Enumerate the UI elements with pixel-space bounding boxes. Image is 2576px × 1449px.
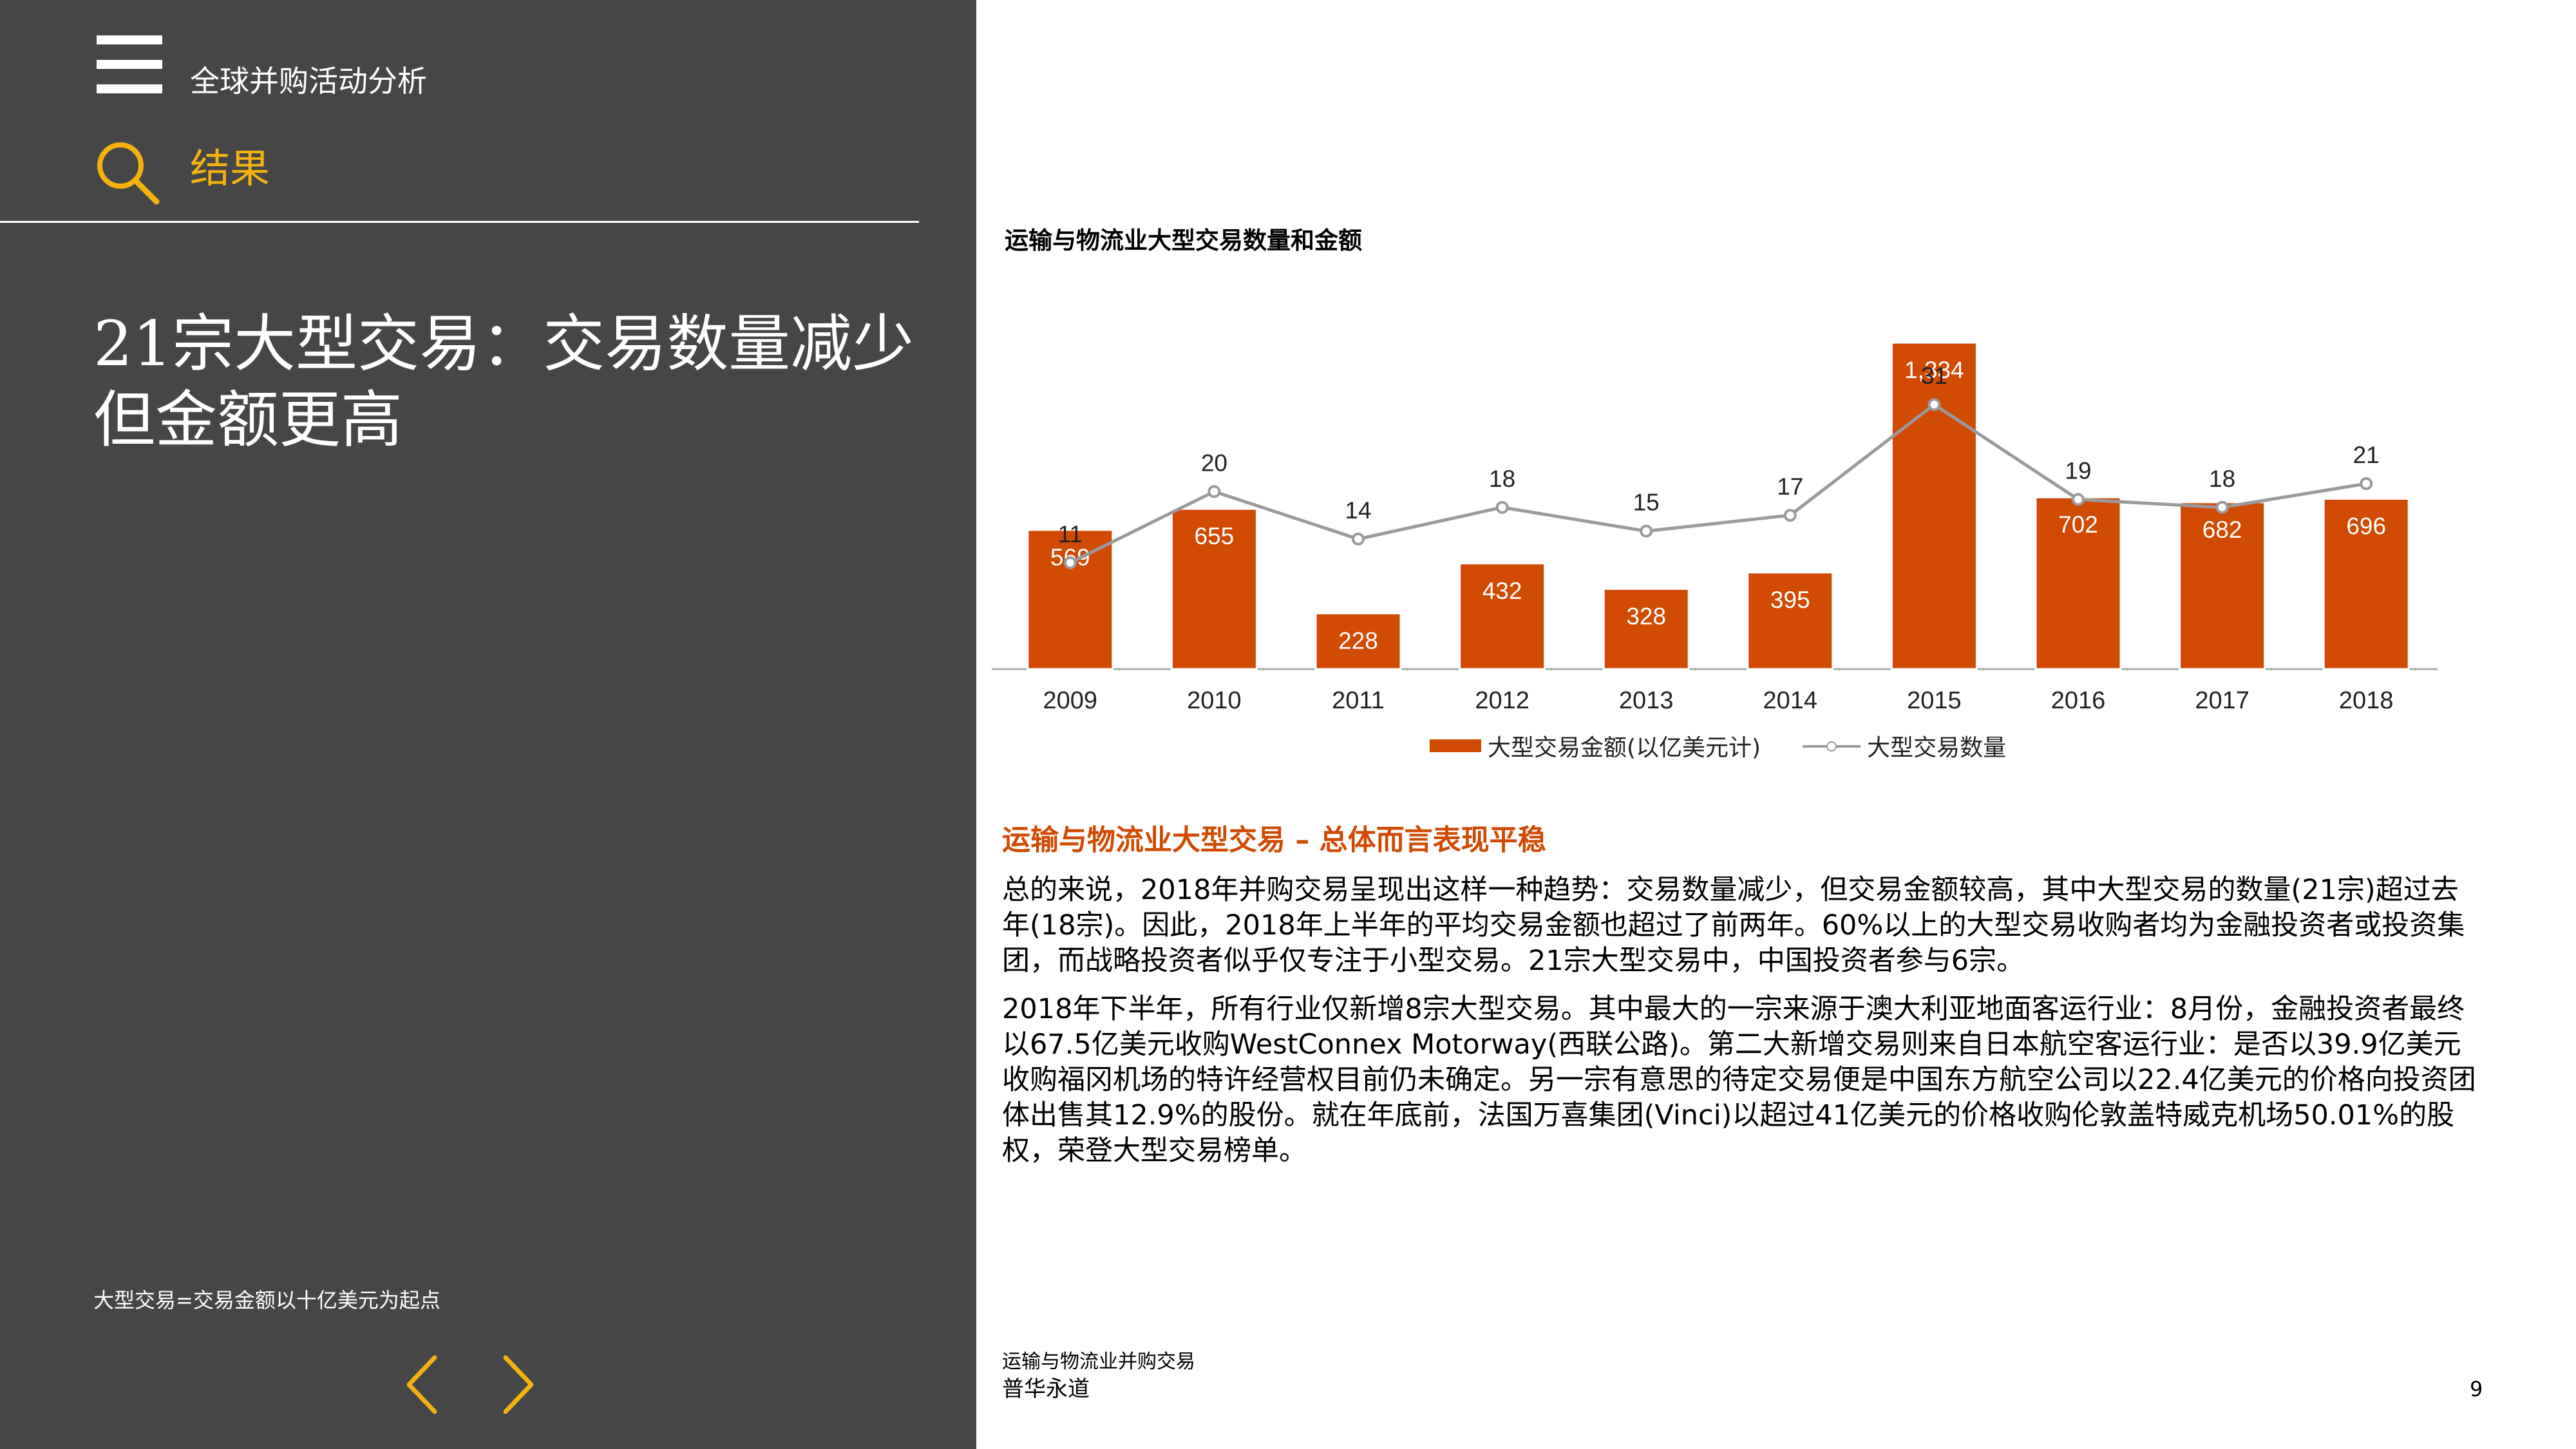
bar-value-label: 432 [1482,578,1522,604]
footer-doc-title: 运输与物流业并购交易 [1002,1350,1195,1373]
x-tick-label: 2018 [2339,687,2394,714]
bar-value-label: 702 [2058,511,2098,538]
sidebar-panel: 全球并购活动分析 结果 21宗大型交易：交易数量减少但金额更高 大型交易=交易金… [0,0,976,1449]
count-point [1063,556,1077,569]
legend-line-swatch [1803,739,1861,752]
x-tick-label: 2017 [2195,687,2249,714]
bar-value-label: 1,334 [1904,357,1964,383]
x-tick-label: 2013 [1619,687,1674,714]
count-point [1352,533,1365,545]
bar-value-label: 395 [1770,587,1810,613]
count-point [1640,524,1653,538]
count-label: 18 [2209,466,2235,492]
count-point [1495,500,1509,514]
body-paragraph: 2018年下半年，所有行业仅新增8宗大型交易。其中最大的一宗来源于澳大利亚地面客… [1002,993,2476,1167]
footnote: 大型交易=交易金额以十亿美元为起点 [93,1288,440,1312]
chart-legend: 大型交易金额(以亿美元计) 大型交易数量 [1430,730,2006,762]
count-label: 17 [1777,473,1803,500]
chart-bar [1747,571,1834,670]
section-subheading: 运输与物流业大型交易 – 总体而言表现平稳 [1002,824,1546,857]
count-label: 31 [1921,363,1947,389]
x-tick-label: 2016 [2051,687,2106,714]
count-label: 19 [2065,458,2091,484]
section-label: 结果 [190,145,270,192]
count-label: 11 [1058,521,1083,547]
bar-value-label: 228 [1338,627,1378,654]
hamburger-menu-icon[interactable] [97,35,162,93]
chart-bar [1170,507,1258,670]
count-point [2360,477,2373,490]
count-point [1208,485,1221,498]
x-tick-label: 2010 [1187,687,1242,714]
page-headline: 21宗大型交易：交易数量减少但金额更高 [93,308,914,456]
search-icon[interactable] [93,138,161,206]
bar-value-label: 655 [1195,523,1235,549]
legend-value-label: 大型交易金额(以亿美元计) [1488,735,1761,761]
count-point [1927,398,1941,412]
count-label: 18 [1489,466,1515,492]
count-point [2072,493,2085,506]
count-line [1069,402,2367,565]
deal-chart: 5696552284323283951,33470268269611201418… [992,341,2438,714]
count-label: 20 [1201,450,1227,476]
footer-company: 普华永道 [1002,1376,1090,1402]
x-tick-label: 2014 [1763,687,1818,714]
chart-bar [1459,562,1546,670]
chart-bar [1314,612,1402,670]
bar-value-label: 696 [2346,513,2386,540]
bar-value-label: 682 [2202,516,2242,543]
page-number: 9 [2470,1377,2483,1401]
count-point [2215,500,2229,514]
app-title: 全球并购活动分析 [190,64,427,99]
x-tick-label: 2009 [1043,687,1098,714]
chart-title: 运输与物流业大型交易数量和金额 [1005,227,1362,254]
body-paragraph: 总的来说，2018年并购交易呈现出这样一种趋势：交易数量减少，但交易金额较高，其… [1002,874,2465,977]
legend-count-label: 大型交易数量 [1867,735,2007,761]
x-tick-label: 2015 [1907,687,1962,714]
chart-bar [2179,501,2266,670]
count-label: 21 [2353,442,2380,468]
chevron-right-icon[interactable] [496,1352,541,1417]
chart-bar [2034,496,2122,670]
count-label: 15 [1633,489,1660,516]
x-tick-label: 2012 [1475,687,1530,714]
count-point [1783,509,1797,522]
chart-bar [1027,529,1114,670]
legend-bar-swatch [1430,739,1481,752]
chart-bar [1602,587,1690,670]
bar-value-label: 328 [1626,603,1666,629]
chart-bar [2322,498,2410,670]
chevron-left-icon[interactable] [399,1352,444,1417]
count-label: 14 [1345,497,1371,524]
divider [0,221,919,223]
x-tick-label: 2011 [1332,687,1385,714]
chart-bar [1890,341,1978,670]
